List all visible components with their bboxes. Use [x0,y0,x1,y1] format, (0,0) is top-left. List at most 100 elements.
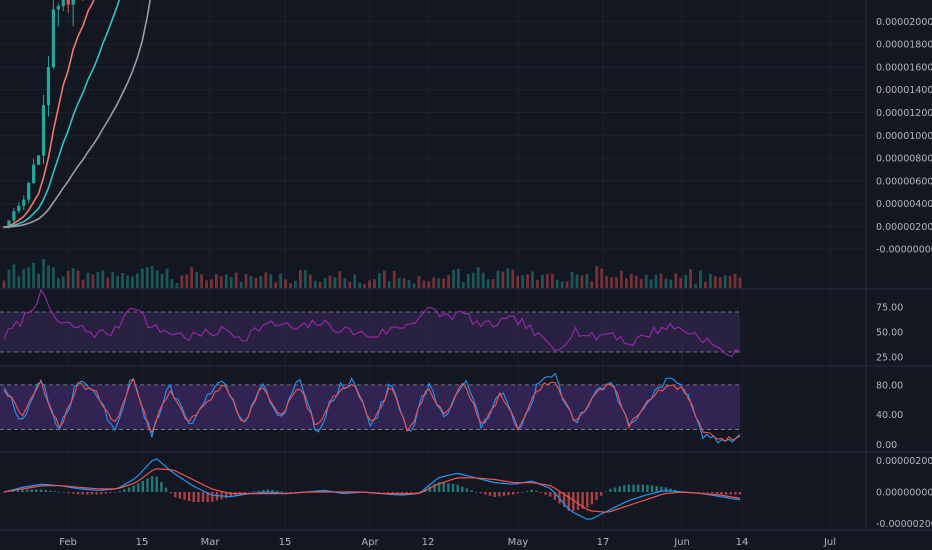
macd-histogram-bar-15 [72,492,75,494]
volume-bar-104 [516,276,520,288]
time-tick-label: Jul [823,537,836,548]
macd-histogram-bar-103 [479,492,482,494]
volume-bar-44 [219,276,223,288]
macd-histogram-bar-84 [391,492,395,494]
volume-bar-42 [210,279,213,288]
candle-body-2 [12,211,16,221]
volume-bar-98 [486,279,490,288]
macd-histogram-bar-105 [488,492,492,496]
volume-bar-108 [536,280,539,288]
macd-histogram-bar-28 [132,485,135,492]
volume-bar-39 [195,272,199,288]
volume-bar-90 [447,275,450,288]
volume-bar-17 [86,272,90,288]
volume-bar-58 [289,283,292,288]
volume-bar-131 [649,279,653,288]
volume-bar-78 [387,280,391,288]
volume-bar-56 [279,273,283,288]
macd-histogram-bar-21 [100,492,103,495]
volume-bar-97 [481,272,485,288]
volume-bar-125 [620,271,623,288]
volume-bar-5 [27,267,31,288]
macd-histogram-bar-142 [660,486,663,492]
volume-bar-112 [555,279,559,288]
volume-histogram [2,259,742,288]
volume-bar-114 [565,281,569,288]
price-tick-label: 0.00001000 [876,131,932,142]
volume-bar-22 [111,271,115,288]
macd-histogram-bar-12 [58,491,61,493]
macd-axis: 0.00000200 0.00000000 -0.00000200 [876,456,932,530]
volume-bar-3 [17,276,21,288]
stochastic-axis: 80.00 40.00 0.00 [876,380,903,450]
volume-bar-67 [333,277,337,288]
volume-bar-13 [66,270,70,288]
volume-bar-6 [32,262,36,288]
volume-bar-66 [328,275,332,288]
macd-histogram-bar-4 [21,489,24,492]
time-axis[interactable]: Feb 15 Mar 15 Apr 12 May 17 Jun 14 Jul [59,537,836,548]
rsi-axis: 75.00 50.00 25.00 [876,303,903,364]
macd-histogram-bar-34 [160,482,163,492]
volume-bar-149 [738,277,742,288]
volume-bar-147 [728,275,732,288]
macd-histogram-bar-20 [95,492,98,495]
stochastic-pane[interactable] [0,372,741,444]
volume-bar-65 [323,277,327,288]
rsi-pane[interactable] [0,288,741,358]
macd-histogram-bar-9 [44,490,47,492]
volume-bar-69 [343,278,347,288]
macd-histogram-bar-18 [86,492,89,495]
macd-histogram-bar-130 [604,491,607,493]
volume-bar-8 [42,259,45,288]
volume-bar-24 [121,272,124,288]
volume-bar-68 [338,271,342,288]
time-tick-label: 15 [279,537,292,548]
macd-histogram-bar-6 [30,489,33,492]
volume-bar-130 [644,274,648,288]
volume-bar-36 [180,275,184,288]
volume-bar-71 [353,274,357,288]
volume-bar-11 [56,278,60,288]
volume-bar-124 [615,277,618,288]
macd-histogram-bar-3 [16,490,20,492]
macd-histogram-bar-25 [118,491,121,492]
price-axis[interactable]: 0.00002000 0.00001800 0.00001600 0.00001400… [876,17,932,256]
macd-histogram-bar-16 [76,492,80,495]
macd-histogram-bar-153 [711,492,714,494]
macd-histogram-bar-23 [109,492,112,493]
macd-histogram-bar-114 [530,489,533,492]
candle-body-10 [51,9,55,68]
volume-bar-26 [131,276,134,288]
volume-bar-31 [155,270,159,288]
macd-histogram-bar-128 [595,492,598,501]
volume-bar-127 [629,273,633,288]
volume-bar-144 [713,276,717,288]
macd-pane[interactable] [2,458,742,520]
macd-histogram-bar-89 [414,492,418,493]
volume-bar-135 [669,279,673,288]
macd-histogram-bar-155 [720,492,723,495]
volume-bar-134 [664,278,668,288]
macd-histogram-bar-61 [285,491,288,493]
price-tick-label: 0.00000400 [876,199,932,210]
price-pane[interactable] [0,0,866,288]
macd-histogram-bar-80 [373,492,376,493]
volume-bar-30 [150,265,154,288]
macd-histogram-bar-110 [511,492,515,495]
signal-line [3,468,741,513]
macd-histogram-bar-35 [164,487,168,492]
volume-bar-99 [491,279,495,288]
volume-bar-2 [12,264,16,288]
macd-histogram-bar-22 [104,492,108,494]
volume-bar-38 [190,267,194,288]
volume-bar-55 [274,282,278,288]
macd-histogram-bar-44 [206,492,209,503]
macd-histogram-bar-43 [201,492,205,503]
volume-bar-129 [639,278,643,288]
macd-histogram-bar-104 [484,492,487,495]
volume-bar-143 [708,273,712,288]
volume-bar-132 [654,274,658,288]
volume-bar-80 [397,277,401,288]
